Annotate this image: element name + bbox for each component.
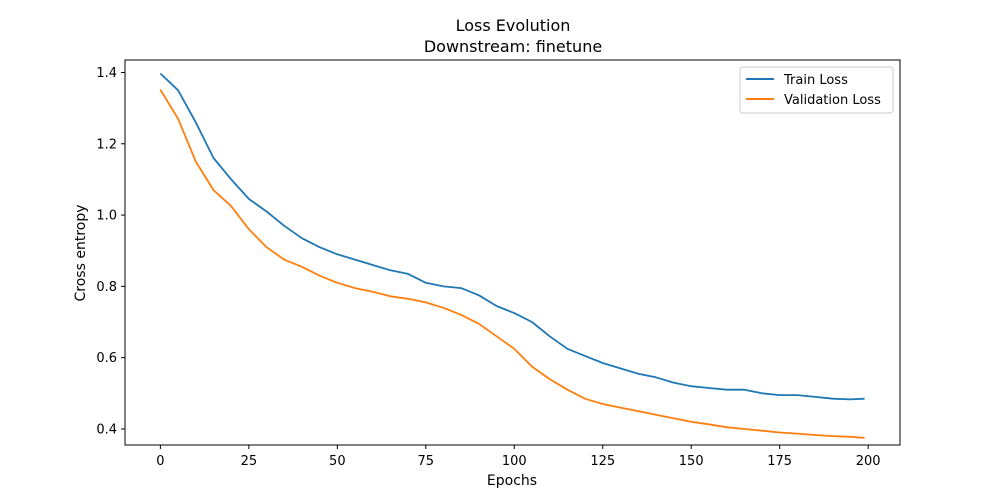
x-tick-label: 175 [767, 454, 792, 469]
x-tick-label: 100 [502, 454, 527, 469]
series-layer [159, 72, 865, 439]
x-tick-label: 150 [679, 454, 704, 469]
legend: Train Loss Validation Loss [739, 66, 894, 114]
x-tick-label: 75 [418, 454, 435, 469]
x-tick-label: 0 [156, 454, 164, 469]
series-line-validation-loss [159, 89, 865, 439]
y-tick-label: 1.2 [96, 137, 117, 152]
y-tick-label: 0.6 [96, 351, 117, 366]
y-tick-label: 1.4 [96, 66, 117, 81]
y-tick-label: 0.8 [96, 280, 117, 295]
x-axis-label: Epochs [487, 473, 537, 489]
y-tick-label: 1.0 [96, 209, 117, 224]
y-tick-label: 0.4 [96, 422, 117, 437]
x-tick-label: 125 [590, 454, 615, 469]
plot-frame [124, 59, 901, 446]
legend-validation-label: Validation Loss [784, 93, 881, 108]
series-line-train-loss [159, 72, 865, 401]
chart-title: Loss Evolution [456, 16, 571, 35]
y-axis-ticks: 0.4 0.6 0.8 1.0 1.2 1.4 [96, 66, 125, 437]
chart-subtitle: Downstream: finetune [424, 37, 602, 56]
x-tick-label: 50 [329, 454, 346, 469]
y-axis-label: Cross entropy [73, 205, 89, 302]
x-axis-ticks: 0 25 50 75 100 125 150 175 200 [156, 445, 881, 469]
x-tick-label: 25 [241, 454, 258, 469]
legend-train-label: Train Loss [783, 73, 848, 88]
x-tick-label: 200 [856, 454, 881, 469]
legend-box [739, 66, 894, 114]
